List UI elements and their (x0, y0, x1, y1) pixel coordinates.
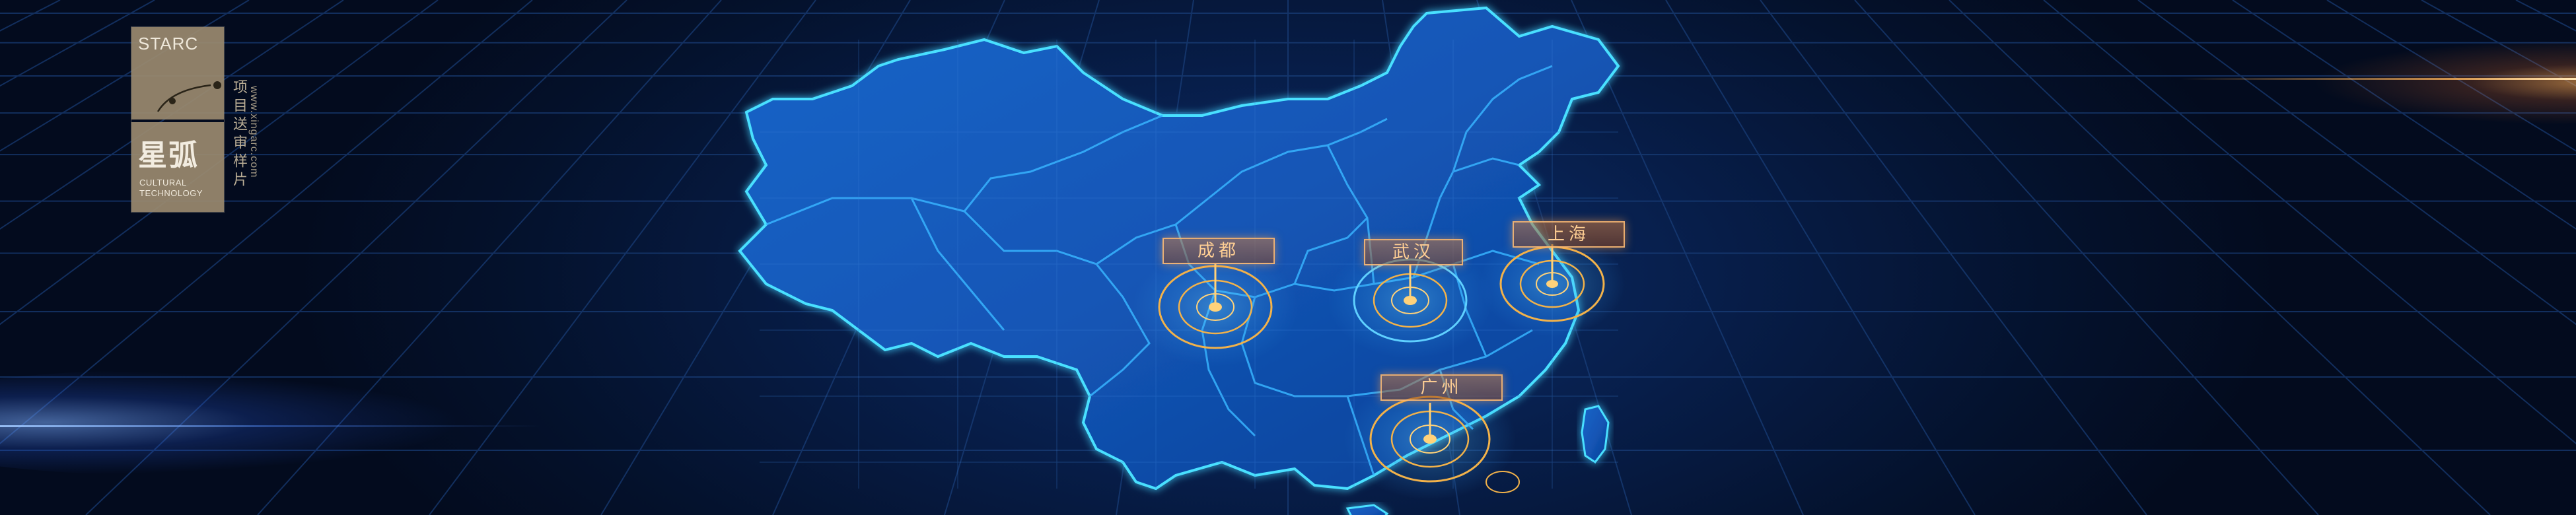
vertical-url: www.xingarc.com (248, 86, 260, 178)
logo-chinese: 星弧 (138, 139, 199, 172)
logo-subtitle-line1: CULTURAL (139, 178, 187, 188)
logo-english: STARC (138, 34, 199, 53)
city-label-south[interactable]: 广州 (1380, 374, 1503, 401)
city-label-center[interactable]: 武汉 (1364, 239, 1463, 265)
arc-icon (157, 81, 221, 112)
city-label-east[interactable]: 上海 (1513, 221, 1625, 248)
vertical-title: 项目送审样片 (231, 79, 247, 190)
vertical-caption: 项目送审样片 www.xingarc.com (228, 79, 268, 211)
marker-east[interactable] (1480, 231, 1625, 337)
logo-bottom-block (131, 122, 224, 212)
taiwan-shape (1581, 405, 1610, 464)
left-light-streak (0, 425, 542, 427)
city-label-west[interactable]: 成都 (1163, 238, 1275, 264)
logo-subtitle-line2: TECHNOLOGY (139, 188, 203, 198)
right-light-streak (2180, 78, 2576, 80)
logo-top-block (131, 27, 224, 120)
city-markers (1133, 231, 1625, 500)
hainan-shape (1345, 504, 1389, 515)
marker-west[interactable] (1133, 248, 1298, 366)
studio-logo: STARC 星弧 CULTURAL TECHNOLOGY (131, 26, 225, 213)
